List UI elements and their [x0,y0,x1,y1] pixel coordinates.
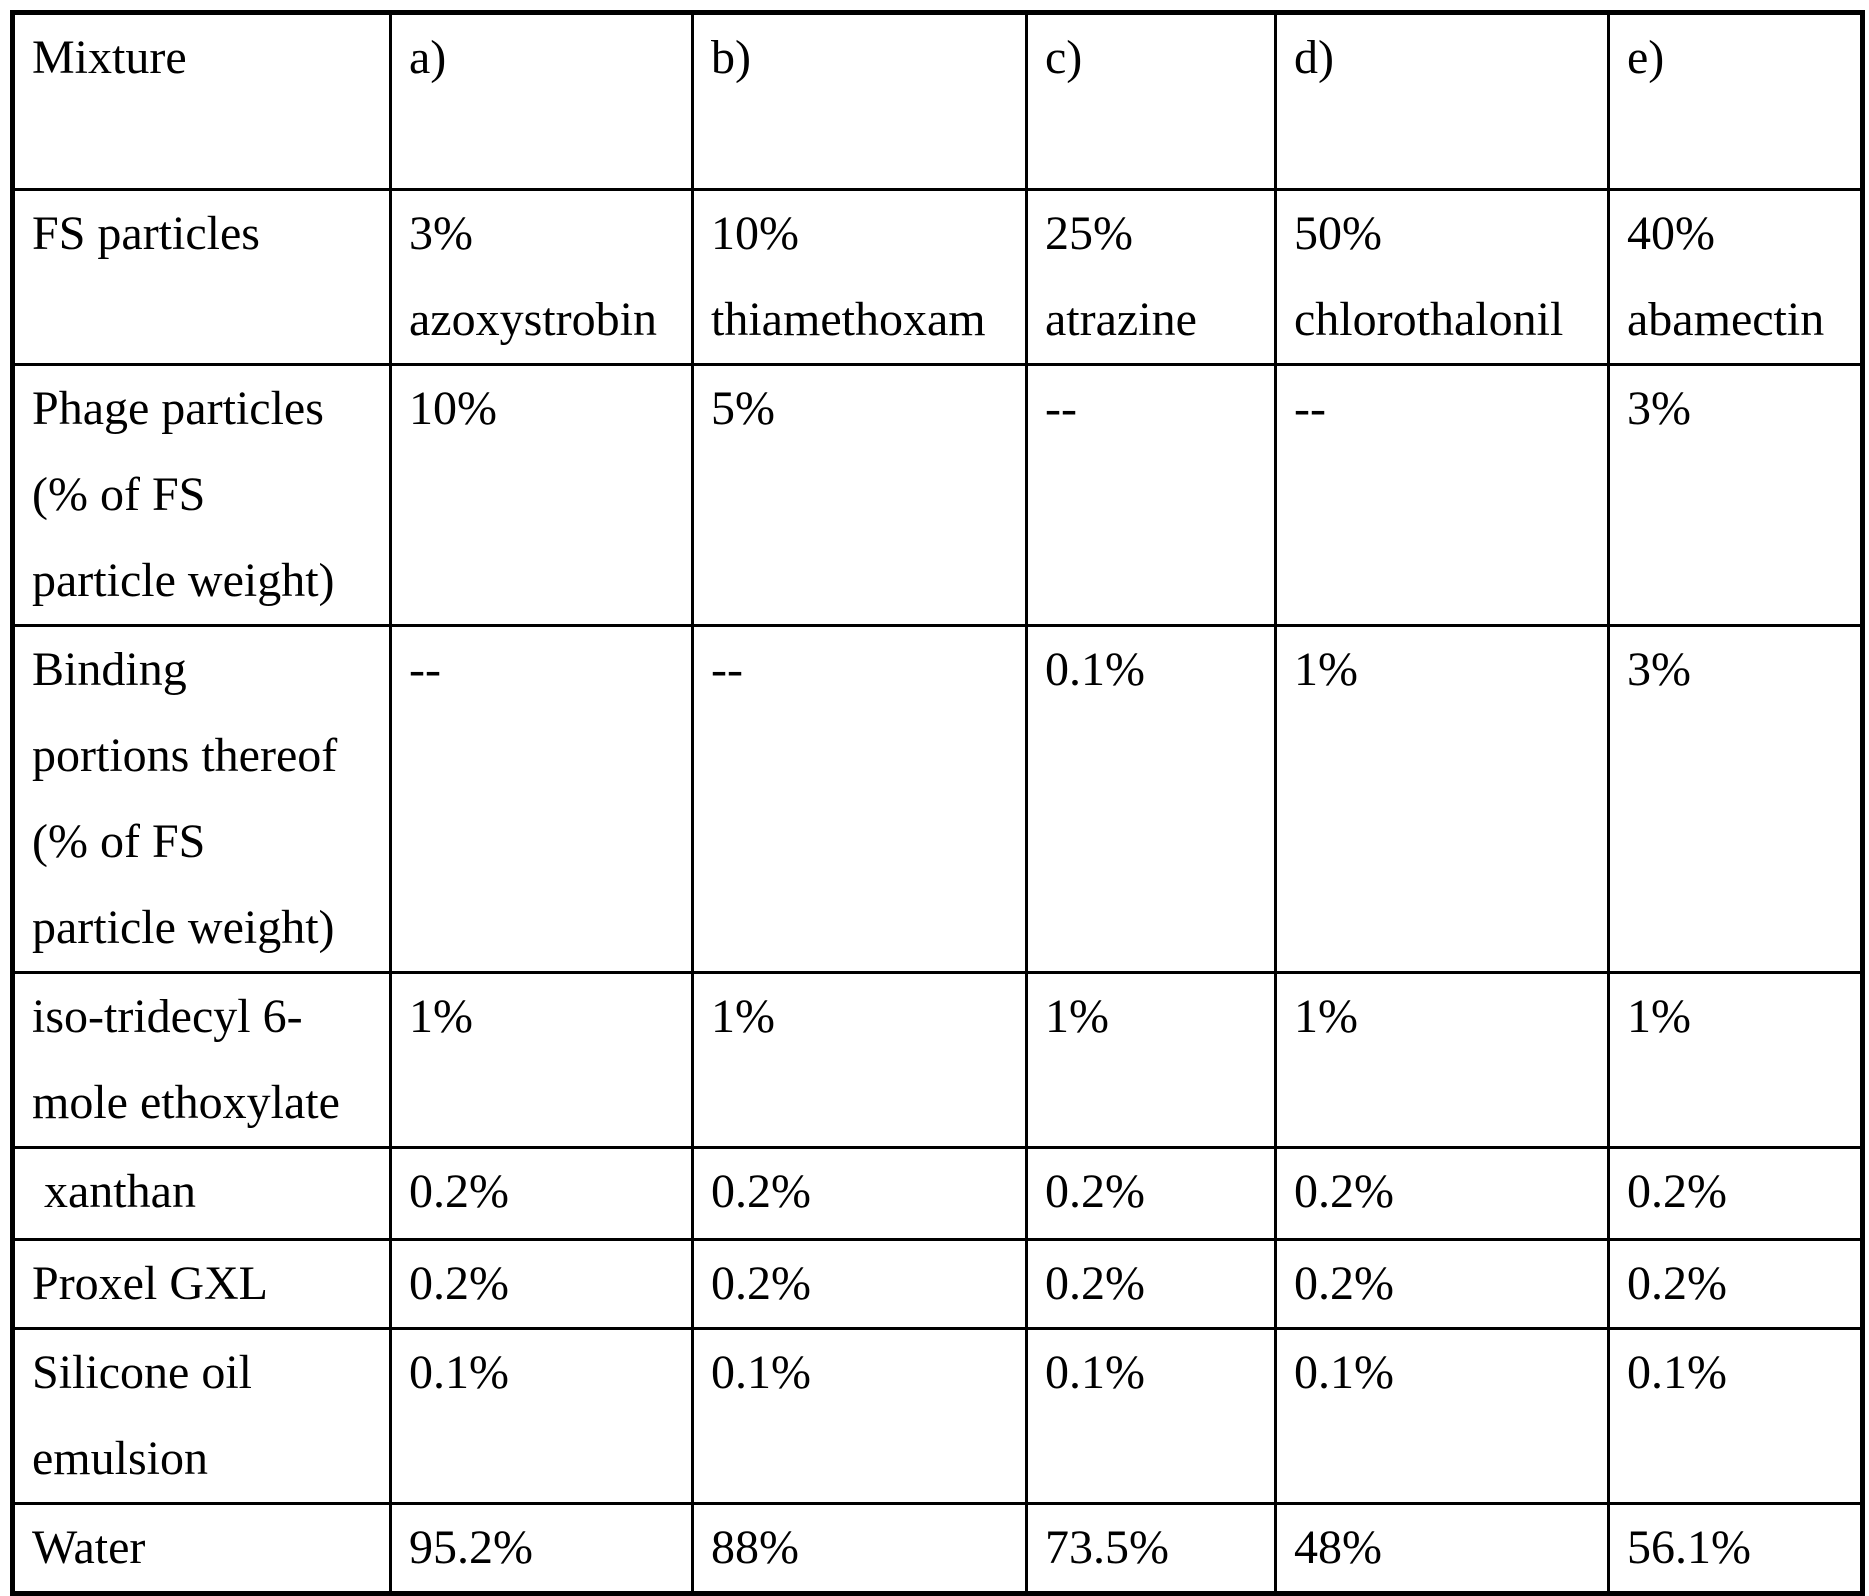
cell-value: 0.2% [1607,1238,1864,1330]
header-row: Mixture a) b) c) d) e) [11,11,1864,191]
table-row-water: Water 95.2% 88% 73.5% 48% 56.1% [11,1502,1864,1595]
header-cell-e: e) [1607,11,1864,191]
table-row-proxel-gxl: Proxel GXL 0.2% 0.2% 0.2% 0.2% 0.2% [11,1238,1864,1330]
header-cell-d: d) [1274,11,1610,191]
table-row-binding-portions: Binding portions thereof (% of FS partic… [11,624,1864,974]
cell-value: 3% [1607,624,1864,974]
header-cell-mixture: Mixture [11,11,392,191]
cell-value: 1% [389,971,694,1149]
cell-value: 48% [1274,1502,1610,1595]
cell-value: 0.1% [1025,1327,1277,1505]
cell-value: 73.5% [1025,1502,1277,1595]
cell-value: 1% [1274,624,1610,974]
row-label: Silicone oil emulsion [11,1327,392,1505]
cell-value: -- [389,624,694,974]
cell-value: 0.2% [1025,1238,1277,1330]
cell-value: 95.2% [389,1502,694,1595]
row-label: xanthan [11,1146,392,1241]
cell-value: 0.2% [1025,1146,1277,1241]
cell-value: 0.1% [1274,1327,1610,1505]
table-row-phage-particles: Phage particles (% of FS particle weight… [11,363,1864,627]
cell-value: 0.2% [389,1146,694,1241]
table-row-xanthan: xanthan 0.2% 0.2% 0.2% 0.2% 0.2% [11,1146,1864,1241]
header-cell-a: a) [389,11,694,191]
header-cell-b: b) [691,11,1028,191]
cell-value: 0.2% [1274,1238,1610,1330]
cell-value: 1% [1607,971,1864,1149]
row-label: iso-tridecyl 6- mole ethoxylate [11,971,392,1149]
row-label: Binding portions thereof (% of FS partic… [11,624,392,974]
header-cell-c: c) [1025,11,1277,191]
cell-value: 0.2% [691,1238,1028,1330]
cell-value: 0.2% [691,1146,1028,1241]
cell-value: 0.2% [1274,1146,1610,1241]
cell-value: 10% [389,363,694,627]
cell-value: -- [691,624,1028,974]
cell-value: 1% [691,971,1028,1149]
cell-value: 56.1% [1607,1502,1864,1595]
cell-value: 10% thiamethoxam [691,188,1028,366]
cell-value: 0.2% [1607,1146,1864,1241]
cell-value: 50% chlorothalonil [1274,188,1610,366]
cell-value: 0.1% [691,1327,1028,1505]
cell-value: 25% atrazine [1025,188,1277,366]
cell-value: 3% [1607,363,1864,627]
table-row-fs-particles: FS particles 3% azoxystrobin 10% thiamet… [11,188,1864,366]
cell-value: 1% [1274,971,1610,1149]
cell-value: 0.1% [389,1327,694,1505]
row-label: Water [11,1502,392,1595]
cell-value: -- [1025,363,1277,627]
cell-value: -- [1274,363,1610,627]
mixture-table-container: Mixture a) b) c) d) e) FS particles 3% a… [10,10,1865,1596]
cell-value: 0.2% [389,1238,694,1330]
cell-value: 0.1% [1025,624,1277,974]
cell-value: 3% azoxystrobin [389,188,694,366]
cell-value: 88% [691,1502,1028,1595]
row-label: Phage particles (% of FS particle weight… [11,363,392,627]
table-row-iso-tridecyl: iso-tridecyl 6- mole ethoxylate 1% 1% 1%… [11,971,1864,1149]
row-label: FS particles [11,188,392,366]
cell-value: 1% [1025,971,1277,1149]
cell-value: 5% [691,363,1028,627]
cell-value: 0.1% [1607,1327,1864,1505]
table-row-silicone-oil: Silicone oil emulsion 0.1% 0.1% 0.1% 0.1… [11,1327,1864,1505]
mixture-table: Mixture a) b) c) d) e) FS particles 3% a… [10,10,1865,1596]
row-label: Proxel GXL [11,1238,392,1330]
cell-value: 40% abamectin [1607,188,1864,366]
